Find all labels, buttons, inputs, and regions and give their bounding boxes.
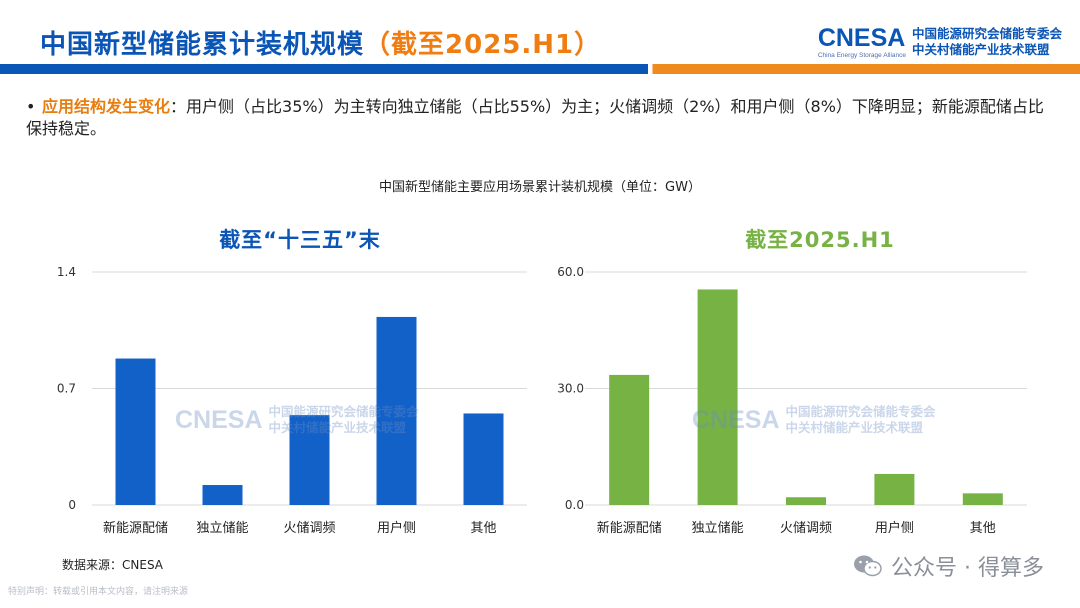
- x-tick-label: 火储调频: [780, 521, 832, 536]
- bar: [609, 374, 650, 505]
- x-tick-label: 用户侧: [875, 520, 914, 536]
- header-divider-bar: [0, 64, 1080, 74]
- x-tick-label: 独立储能: [196, 521, 248, 536]
- x-tick-label: 独立储能: [692, 521, 744, 536]
- bullet-text: ：用户侧（占比35%）为主转向独立储能（占比55%）为主；火储调频（2%）和用户…: [26, 97, 1044, 138]
- bar: [962, 493, 1003, 505]
- y-tick-label: 0.0: [565, 498, 584, 512]
- bar: [463, 413, 504, 505]
- data-source: 数据来源：CNESA: [62, 558, 163, 572]
- y-tick-label: 0: [68, 498, 76, 512]
- bar: [874, 473, 915, 505]
- bar: [697, 289, 738, 505]
- cnesa-logo: CNESA China Energy Storage Alliance 中国能源…: [817, 24, 1062, 60]
- bar: [202, 485, 243, 505]
- x-tick-label: 其他: [970, 521, 996, 536]
- title-highlight: （截至2025.H1）: [364, 30, 602, 60]
- bar: [376, 316, 417, 505]
- y-tick-label: 0.7: [57, 382, 76, 396]
- bar: [786, 497, 826, 505]
- x-tick-label: 用户侧: [377, 520, 416, 536]
- logo-subtext: China Energy Storage Alliance: [817, 52, 906, 59]
- wechat-account-label: 公众号 · 得算多: [891, 556, 1044, 581]
- disclaimer-text: 特别声明：转载或引用本文内容，请注明来源: [8, 587, 189, 597]
- x-tick-label: 新能源配储: [103, 520, 168, 536]
- x-tick-label: 新能源配储: [597, 520, 662, 536]
- org-name-line1: 中国能源研究会储能专委会: [911, 26, 1062, 41]
- bar: [115, 358, 156, 505]
- wechat-account: 公众号 · 得算多: [853, 550, 1044, 582]
- bullet-dot-icon: •: [26, 97, 36, 116]
- page-title: 中国新型储能累计装机规模（截至2025.H1）: [40, 24, 601, 61]
- bar: [289, 415, 330, 505]
- left-chart-title: 截至“十三五”末: [219, 228, 381, 252]
- org-name-line2: 中关村储能产业技术联盟: [911, 42, 1050, 57]
- title-main: 中国新型储能累计装机规模: [40, 30, 365, 60]
- logo-text: CNESA: [817, 24, 906, 52]
- y-tick-label: 30.0: [557, 382, 584, 396]
- chart-caption: 中国新型储能主要应用场景累计装机规模（单位：GW）: [379, 180, 701, 195]
- y-tick-label: 1.4: [57, 265, 76, 279]
- right-chart-title: 截至2025.H1: [745, 228, 895, 252]
- wechat-icon: [854, 555, 882, 577]
- x-tick-label: 其他: [470, 521, 496, 536]
- y-tick-label: 60.0: [557, 265, 584, 279]
- bullet-keyword: 应用结构发生变化: [42, 97, 171, 116]
- x-tick-label: 火储调频: [283, 521, 335, 536]
- bullet-point: • 应用结构发生变化：用户侧（占比35%）为主转向独立储能（占比55%）为主；火储…: [26, 96, 1056, 140]
